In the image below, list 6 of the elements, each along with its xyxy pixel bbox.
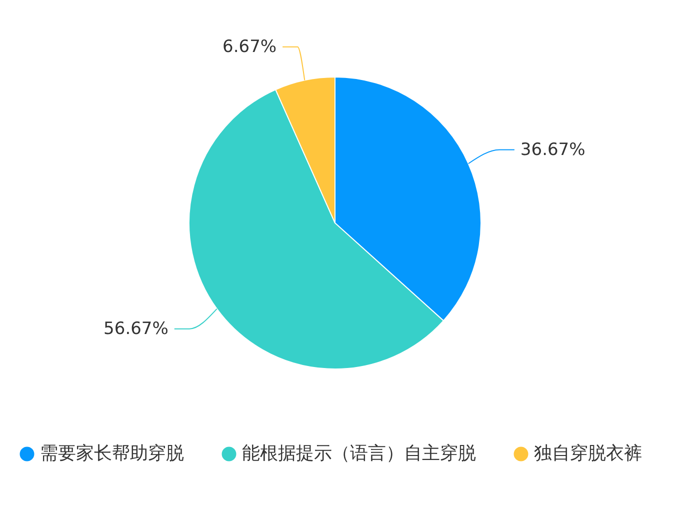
data-label: 56.67% [104,318,168,339]
data-label: 36.67% [520,140,586,160]
legend-label: 能根据提示（语言）自主穿脱 [242,443,476,464]
legend-label: 需要家长帮助穿脱 [40,443,184,464]
legend-label: 独自穿脱衣裤 [534,443,642,464]
data-label: 6.67% [222,36,277,57]
